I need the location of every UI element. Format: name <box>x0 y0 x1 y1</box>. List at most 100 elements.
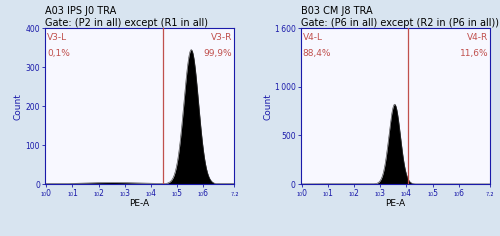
Point <box>362 189 370 192</box>
Point <box>396 186 404 190</box>
Point <box>390 187 398 191</box>
Point <box>398 189 406 193</box>
Point <box>467 188 475 192</box>
Point <box>194 186 202 190</box>
Point <box>408 186 416 190</box>
Point <box>210 185 218 189</box>
Point <box>152 190 160 194</box>
Point <box>180 189 188 193</box>
Point <box>175 186 183 190</box>
Point <box>392 185 400 189</box>
Point <box>382 185 390 189</box>
Point <box>400 185 408 189</box>
Point <box>382 186 390 190</box>
Point <box>374 186 382 190</box>
Point <box>183 186 191 190</box>
Point <box>378 189 386 193</box>
Point <box>184 188 192 192</box>
Point <box>194 186 202 190</box>
Point <box>117 186 125 190</box>
Point <box>383 186 391 190</box>
Point <box>396 185 404 189</box>
Point <box>68 185 76 189</box>
Point <box>204 184 212 188</box>
Point <box>183 185 191 189</box>
Point <box>192 187 200 190</box>
Point <box>182 190 190 194</box>
Point <box>483 188 491 192</box>
Point <box>184 184 192 188</box>
Point <box>472 186 480 190</box>
Point <box>399 187 407 191</box>
Point <box>190 186 198 190</box>
Point <box>394 185 402 189</box>
Point <box>72 186 80 190</box>
Point <box>168 188 176 192</box>
Point <box>378 184 386 188</box>
Point <box>392 186 400 190</box>
Point <box>181 190 189 194</box>
Point <box>198 187 206 190</box>
Point <box>386 186 394 190</box>
Point <box>202 185 209 189</box>
Point <box>152 190 160 193</box>
Point <box>386 187 394 191</box>
Point <box>302 189 310 192</box>
Point <box>378 186 386 190</box>
Point <box>417 186 425 190</box>
Point <box>386 190 394 194</box>
Point <box>377 185 385 189</box>
Point <box>396 190 404 193</box>
Point <box>462 188 469 192</box>
Point <box>398 189 406 193</box>
Point <box>193 185 201 189</box>
Point <box>184 186 192 190</box>
Point <box>390 186 398 190</box>
Point <box>81 190 89 194</box>
Point <box>370 187 378 190</box>
Point <box>378 186 386 190</box>
Point <box>375 184 383 188</box>
Point <box>164 190 172 193</box>
Point <box>178 189 186 193</box>
Point <box>198 184 206 188</box>
Point <box>212 186 220 190</box>
Point <box>194 187 202 190</box>
Point <box>162 189 170 193</box>
Point <box>220 186 228 190</box>
Point <box>474 186 482 190</box>
Point <box>178 184 186 188</box>
Point <box>166 188 174 192</box>
Point <box>397 190 405 194</box>
Point <box>192 187 200 191</box>
Point <box>404 189 411 193</box>
Point <box>188 186 196 190</box>
Point <box>174 186 182 190</box>
Point <box>196 188 203 192</box>
Point <box>87 190 95 194</box>
Point <box>176 186 184 190</box>
Point <box>422 184 430 188</box>
Point <box>202 186 210 190</box>
Point <box>392 185 400 188</box>
Point <box>386 185 394 189</box>
Point <box>182 184 190 188</box>
Point <box>216 189 224 193</box>
Point <box>400 185 408 189</box>
Point <box>164 187 172 191</box>
Point <box>386 187 394 191</box>
Point <box>302 184 310 188</box>
Point <box>387 190 395 194</box>
Point <box>368 190 376 193</box>
Point <box>376 185 384 188</box>
Point <box>401 189 409 193</box>
Point <box>186 190 194 194</box>
Point <box>403 186 411 190</box>
Point <box>186 189 194 193</box>
Point <box>383 184 391 188</box>
Point <box>182 187 190 191</box>
Point <box>194 186 202 190</box>
Point <box>181 186 189 190</box>
Point <box>179 190 187 194</box>
Point <box>188 185 196 189</box>
